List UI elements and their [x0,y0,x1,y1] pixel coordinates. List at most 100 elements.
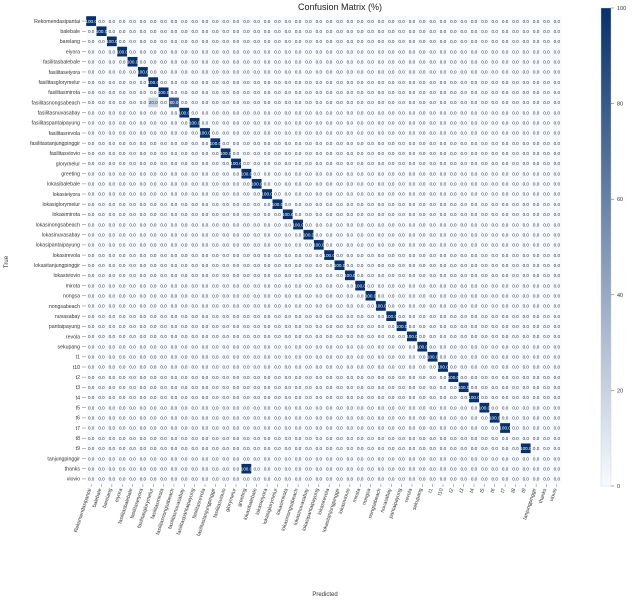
x-tick-label: nongsa [361,488,372,506]
cell-value-label: 0.0 [388,141,395,146]
cell-value-label: 0.0 [502,395,509,400]
cell-value-label: 0.0 [109,29,116,34]
cell-value-label: 0.0 [160,182,167,187]
cell-value-label: 0.0 [409,131,416,136]
cell-value-label: 0.0 [326,29,333,34]
cell-value-label: 0.0 [243,253,250,258]
cell-value-label: 0.0 [160,141,167,146]
cell-value-label: 0.0 [233,212,240,217]
cell-value-label: 0.0 [429,232,436,237]
cell-value-label: 0.0 [295,456,302,461]
cell-value-label: 0.0 [212,477,219,482]
cell-value-label: 0.0 [429,182,436,187]
cell-value-label: 0.0 [223,293,230,298]
cell-value-label: 0.0 [295,243,302,248]
cell-value-label: 0.0 [295,151,302,156]
cell-value-label: 0.0 [523,375,530,380]
cell-value-label: 0.0 [502,110,509,115]
cell-value-label: 0.0 [285,161,292,166]
cell-value-label: 0.0 [481,100,488,105]
cell-value-label: 0.0 [285,110,292,115]
cell-value-label: 0.0 [450,182,457,187]
cell-value-label: 0.0 [129,385,136,390]
cell-value-label: 0.0 [367,314,374,319]
cell-value-label: 0.0 [274,456,281,461]
cell-value-label: 0.0 [336,161,343,166]
cell-value-label: 0.0 [88,446,95,451]
cell-value-label: 0.0 [326,304,333,309]
cell-value-label: 0.0 [202,283,209,288]
cell-value-label: 0.0 [336,334,343,339]
cell-value-label: 0.0 [347,121,354,126]
cell-value-label: 0.0 [223,344,230,349]
cell-value-label: 0.0 [378,19,385,24]
cell-value-label: 0.0 [326,202,333,207]
cell-value-label: 0.0 [440,182,447,187]
cell-value-label: 0.0 [129,395,136,400]
cell-value-label: 0.0 [202,212,209,217]
cell-value-label: 0.0 [109,304,116,309]
cell-value-label: 0.0 [150,232,157,237]
cell-value-label: 0.0 [502,334,509,339]
cell-value-label: 0.0 [429,222,436,227]
cell-value-label: 0.0 [88,283,95,288]
cell-value-label: 0.0 [367,192,374,197]
cell-value-label: 0.0 [398,375,405,380]
cell-value-label: 0.0 [461,151,468,156]
y-tick-label: thanks [65,467,81,473]
cell-value-label: 0.0 [150,110,157,115]
cell-value-label: 0.0 [440,293,447,298]
cell-value-label: 0.0 [461,131,468,136]
cell-value-label: 0.0 [119,293,126,298]
cell-value-label: 0.0 [88,293,95,298]
cell-value-label: 0.0 [140,456,147,461]
cell-value-label: 0.0 [305,355,312,360]
cell-value-label: 0.0 [543,253,550,258]
cell-value-label: 0.0 [223,100,230,105]
cell-value-label: 0.0 [481,243,488,248]
cell-value-label: 0.0 [191,477,198,482]
cell-value-label: 0.0 [336,355,343,360]
cell-value-label: 0.0 [171,334,178,339]
cell-value-label: 0.0 [523,70,530,75]
cell-value-label: 0.0 [471,304,478,309]
cell-value-label: 0.0 [274,385,281,390]
cell-value-label: 0.0 [398,293,405,298]
cell-value-label: 0.0 [512,222,519,227]
cell-value-label: 0.0 [119,426,126,431]
cell-value-label: 0.0 [191,426,198,431]
cell-value-label: 0.0 [274,416,281,421]
cell-value-label: 0.0 [109,19,116,24]
cell-value-label: 0.0 [202,141,209,146]
cell-value-label: 0.0 [481,446,488,451]
cell-value-label: 0.0 [98,90,105,95]
cell-value-label: 0.0 [88,243,95,248]
cell-value-label: 0.0 [129,161,136,166]
cell-value-label: 0.0 [254,243,261,248]
cell-value-label: 0.0 [461,395,468,400]
cell-value-label: 0.0 [512,314,519,319]
cell-value-label: 0.0 [461,273,468,278]
cell-value-label: 0.0 [419,324,426,329]
cell-value-label: 0.0 [543,385,550,390]
cell-value-label: 0.0 [543,151,550,156]
x-tick-label: t3 [459,488,466,494]
cell-value-label: 0.0 [191,416,198,421]
cell-value-label: 0.0 [336,243,343,248]
cell-value-label: 0.0 [378,334,385,339]
cell-value-label: 0.0 [429,466,436,471]
cell-value-label: 0.0 [326,151,333,156]
cell-value-label: 0.0 [233,477,240,482]
cell-value-label: 0.0 [295,110,302,115]
cell-value-label: 0.0 [109,477,116,482]
cell-value-label: 0.0 [285,131,292,136]
cell-value-label: 0.0 [471,263,478,268]
cell-value-label: 0.0 [150,334,157,339]
cell-value-label: 0.0 [543,110,550,115]
cell-value-label: 0.0 [429,110,436,115]
cell-value-label: 0.0 [336,416,343,421]
cell-value-label: 0.0 [554,375,561,380]
cell-value-label: 0.0 [554,90,561,95]
cell-value-label: 0.0 [336,466,343,471]
cell-value-label: 0.0 [336,304,343,309]
